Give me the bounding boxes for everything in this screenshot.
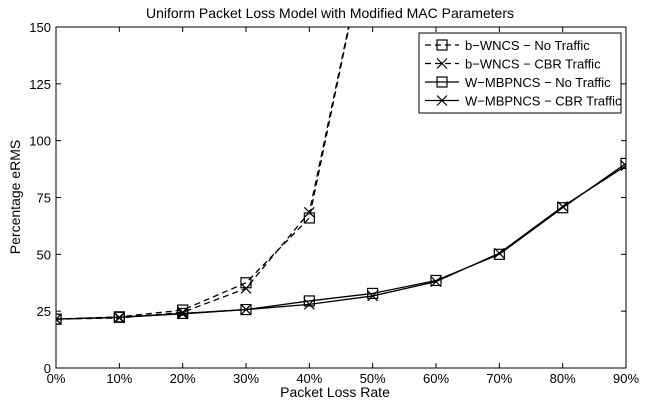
- x-tick-label: 20%: [170, 371, 196, 386]
- legend-marker: [436, 95, 448, 106]
- data-point: [113, 311, 125, 323]
- legend-entry: W−MBPNCS − CBR Traffic: [425, 94, 622, 109]
- data-point: [557, 202, 569, 214]
- series-line: [56, 27, 350, 320]
- y-tick-label: 75: [37, 191, 51, 206]
- data-point: [557, 201, 569, 213]
- legend-entry: W−MBPNCS − No Traffic: [425, 75, 611, 90]
- x-tick-label: 90%: [613, 371, 639, 386]
- legend-box: [418, 32, 622, 114]
- series-line: [56, 162, 626, 320]
- data-point: [493, 248, 505, 260]
- x-tick-label: 0%: [47, 371, 66, 386]
- legend-marker: [436, 76, 448, 88]
- data-point: [303, 206, 315, 218]
- series-3: [56, 157, 626, 325]
- y-tick-label: 125: [29, 77, 51, 92]
- y-tick-label: 150: [29, 20, 51, 35]
- legend: b−WNCS − No Traffic b−WNCS − CBR Traffic W…: [418, 32, 622, 114]
- legend-marker: [436, 58, 448, 69]
- legend-label: b−WNCS − CBR Traffic: [465, 57, 601, 72]
- x-axis-title: Packet Loss Rate: [280, 384, 390, 400]
- y-tick-label: 0: [44, 361, 51, 376]
- legend-entry: b−WNCS − No Traffic: [425, 38, 590, 53]
- legend-marker: [436, 39, 448, 51]
- axes: 0% 10% 20% 30% 40% 50% 60% 70% 80% 90% 0 25 50 75 100 1…: [29, 20, 639, 386]
- series-line: [56, 27, 350, 320]
- y-axis-title: Percentage eRMS: [7, 140, 23, 254]
- series-group: [56, 27, 626, 325]
- data-point: [303, 298, 315, 310]
- data-point: [367, 287, 379, 300]
- data-point: [367, 290, 379, 302]
- data-point: [240, 283, 252, 294]
- series-4: [56, 160, 626, 325]
- data-point: [430, 274, 442, 287]
- data-point: [56, 313, 62, 325]
- y-tick-label: 100: [29, 134, 51, 149]
- data-point: [493, 247, 505, 259]
- legend-label: W−MBPNCS − CBR Traffic: [465, 94, 622, 109]
- x-tick-label: 80%: [550, 371, 576, 386]
- series-line: [56, 165, 626, 320]
- legend-entry: b−WNCS − CBR Traffic: [425, 57, 601, 72]
- x-tick-label: 50%: [360, 371, 386, 386]
- x-tick-label: 60%: [423, 371, 449, 386]
- series-1: [56, 27, 350, 325]
- y-tick-label: 50: [37, 247, 51, 262]
- chart-title: Uniform Packet Loss Model with Modified …: [146, 5, 514, 21]
- data-point: [240, 304, 252, 315]
- x-tick-label: 40%: [296, 371, 322, 386]
- x-tick-label: 10%: [106, 371, 132, 386]
- data-point: [620, 160, 626, 172]
- legend-label: b−WNCS − No Traffic: [465, 38, 590, 53]
- x-tick-label: 70%: [486, 371, 512, 386]
- x-tick-label: 30%: [233, 371, 259, 386]
- series-2: [56, 27, 350, 325]
- data-point: [303, 295, 315, 307]
- data-point: [620, 157, 626, 169]
- legend-label: W−MBPNCS − No Traffic: [465, 75, 611, 90]
- y-tick-label: 25: [37, 304, 51, 319]
- data-point: [430, 276, 442, 288]
- data-point: [177, 308, 189, 320]
